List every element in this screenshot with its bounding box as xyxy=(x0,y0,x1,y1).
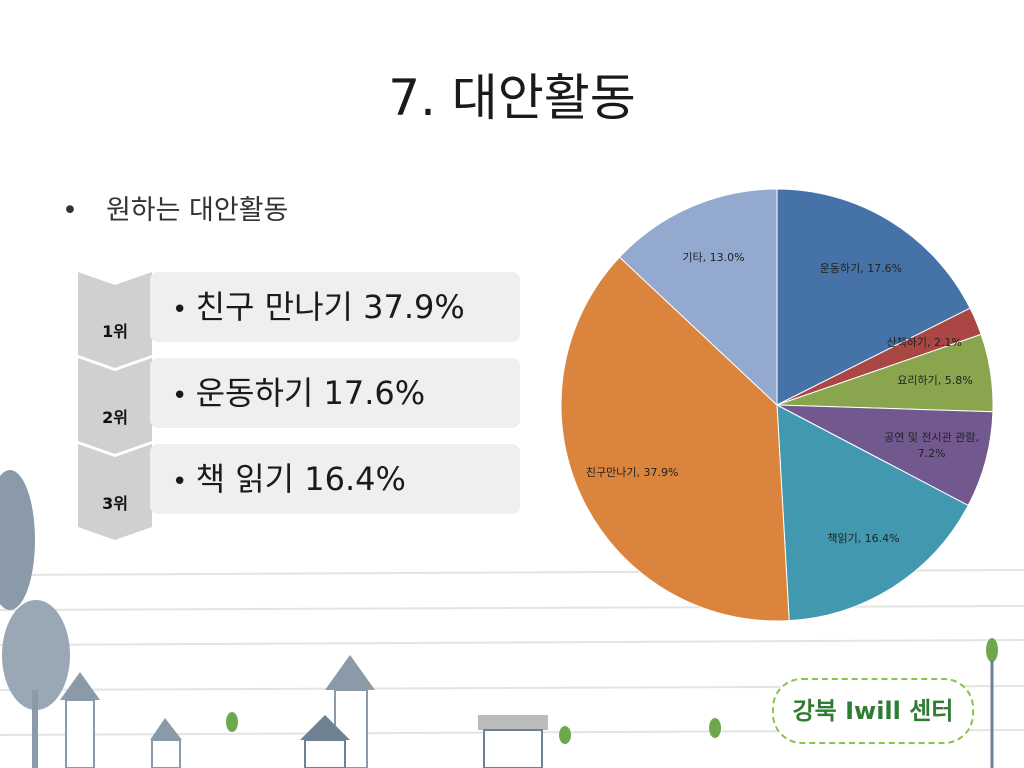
rank-box: 운동하기 17.6% xyxy=(150,358,520,428)
data-label: 산책하기, 2.1% xyxy=(886,335,962,349)
rank-text: 책 읽기 16.4% xyxy=(172,460,406,498)
data-label: 요리하기, 5.8% xyxy=(897,373,973,387)
pie-slice xyxy=(776,404,969,622)
rank-text: 운동하기 17.6% xyxy=(172,374,425,412)
rank-number: 3위 xyxy=(102,494,128,513)
rank-number: 2위 xyxy=(102,408,128,427)
data-label: 운동하기, 17.6% xyxy=(819,261,903,275)
pie-slice xyxy=(560,256,790,622)
slide-title: 7. 대안활동 xyxy=(388,69,636,127)
data-label: 친구만나기, 37.9% xyxy=(585,465,679,479)
logo: 강북 Iwill 센터 xyxy=(772,678,974,744)
bullet-text: 원하는 대안활동 xyxy=(62,188,288,227)
rank-box: 책 읽기 16.4% xyxy=(150,444,520,514)
pie-slice xyxy=(618,188,778,407)
rank-box: 친구 만나기 37.9% xyxy=(150,272,520,342)
data-label: 책읽기, 16.4% xyxy=(827,532,900,546)
pie-slice xyxy=(776,188,971,406)
data-label: 공연 및 전시관 관람, 7.2% xyxy=(884,430,980,460)
rank-number: 1위 xyxy=(102,322,128,341)
rank-text: 친구 만나기 37.9% xyxy=(172,288,465,326)
data-label: 기타, 13.0% xyxy=(682,251,745,265)
